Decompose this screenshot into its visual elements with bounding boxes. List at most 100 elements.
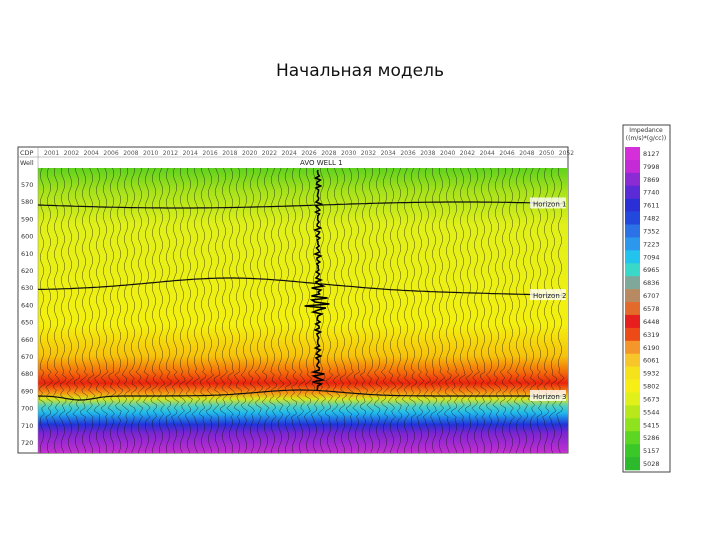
trace bbox=[143, 167, 151, 454]
cdp-label: 2024 bbox=[282, 150, 297, 157]
trace bbox=[416, 167, 425, 454]
cdp-label: 2038 bbox=[420, 150, 435, 157]
colorbar-swatch bbox=[625, 340, 640, 355]
trace bbox=[205, 167, 215, 454]
impedance-section bbox=[38, 168, 568, 453]
colorbar-swatch bbox=[625, 431, 640, 445]
colorbar-label: 5932 bbox=[643, 370, 660, 378]
trace bbox=[373, 167, 382, 454]
trace bbox=[226, 167, 236, 454]
cdp-label: 2001 bbox=[44, 150, 59, 157]
trace bbox=[107, 167, 117, 454]
cdp-label: 2052 bbox=[559, 150, 574, 157]
colorbar-label: 6965 bbox=[643, 266, 660, 274]
colorbar-swatch bbox=[625, 353, 640, 367]
row-label: CDP bbox=[20, 149, 34, 157]
trace bbox=[450, 167, 460, 454]
trace bbox=[430, 167, 439, 454]
colorbar-swatch bbox=[625, 405, 640, 419]
seismic-traces bbox=[38, 167, 565, 454]
time-label: 640 bbox=[21, 301, 33, 309]
trace bbox=[45, 167, 54, 454]
cdp-label: 2022 bbox=[262, 150, 277, 157]
trace bbox=[58, 167, 67, 454]
colorbar-swatch bbox=[625, 418, 640, 432]
time-label: 580 bbox=[21, 198, 33, 206]
time-label: 630 bbox=[21, 284, 33, 292]
horizon-tag bbox=[530, 289, 566, 301]
trace bbox=[219, 167, 229, 454]
trace bbox=[317, 167, 326, 454]
time-label: 670 bbox=[21, 353, 33, 361]
time-label: 620 bbox=[21, 267, 33, 275]
colorbar: Impedance((m/s)*(g/cc)) 8127 7998 7869 7740 7… bbox=[625, 127, 666, 471]
horizon-lines: Horizon 1 Horizon 2 Horizon 3 bbox=[37, 197, 566, 401]
trace bbox=[338, 167, 347, 453]
horizon-line bbox=[37, 389, 566, 401]
cdp-label: 2044 bbox=[480, 150, 495, 157]
cdp-label: 2048 bbox=[519, 150, 534, 157]
trace bbox=[100, 167, 110, 454]
trace bbox=[409, 167, 417, 454]
trace bbox=[359, 167, 369, 454]
trace bbox=[485, 167, 495, 454]
trace bbox=[387, 167, 397, 454]
trace bbox=[506, 167, 516, 454]
colorbar-swatch bbox=[625, 250, 640, 264]
colorbar-swatch bbox=[625, 224, 640, 238]
colorbar-label: 8127 bbox=[643, 150, 660, 158]
colorbar-swatch bbox=[625, 289, 640, 303]
trace bbox=[331, 167, 341, 454]
trace bbox=[165, 167, 172, 454]
time-label: 590 bbox=[21, 215, 33, 223]
trace bbox=[296, 167, 306, 454]
cdp-label: 2010 bbox=[143, 150, 158, 157]
colorbar-label: 5157 bbox=[643, 447, 660, 455]
colorbar-label: 6448 bbox=[643, 318, 660, 326]
trace bbox=[548, 167, 557, 454]
trace bbox=[247, 167, 257, 454]
well-log-curve bbox=[304, 169, 330, 391]
trace bbox=[79, 167, 89, 454]
trace bbox=[269, 167, 277, 454]
cdp-label: 2016 bbox=[202, 150, 217, 157]
cdp-label: 2042 bbox=[460, 150, 475, 157]
trace bbox=[345, 167, 355, 454]
colorbar-swatch bbox=[625, 302, 640, 316]
trace bbox=[72, 167, 82, 454]
well-log bbox=[304, 169, 330, 391]
colorbar-label: 7611 bbox=[643, 202, 660, 210]
colorbar-label: 6707 bbox=[643, 292, 660, 300]
colorbar-label: 7998 bbox=[643, 163, 660, 171]
colorbar-label: 5544 bbox=[643, 408, 660, 416]
colorbar-swatch bbox=[625, 314, 640, 329]
time-label: 700 bbox=[21, 405, 33, 413]
trace bbox=[275, 167, 285, 453]
colorbar-label: 5802 bbox=[643, 383, 660, 391]
cdp-label: 2030 bbox=[341, 150, 356, 157]
trace bbox=[457, 167, 467, 454]
cdp-label: 2036 bbox=[400, 150, 415, 157]
trace bbox=[499, 167, 509, 454]
trace bbox=[535, 167, 544, 454]
horizon-label: Horizon 3 bbox=[533, 393, 566, 401]
cdp-label: 2032 bbox=[361, 150, 376, 157]
cdp-label: 2028 bbox=[321, 150, 336, 157]
trace bbox=[150, 167, 159, 453]
horizon-label: Horizon 1 bbox=[533, 200, 566, 208]
colorbar-label: 7740 bbox=[643, 189, 660, 197]
trace bbox=[191, 167, 201, 454]
trace bbox=[233, 167, 242, 454]
time-label: 660 bbox=[21, 336, 33, 344]
trace bbox=[520, 167, 530, 454]
cdp-label: 2050 bbox=[539, 150, 554, 157]
trace bbox=[443, 167, 452, 454]
trace bbox=[212, 167, 222, 453]
slide-title: Начальная модель bbox=[276, 61, 444, 81]
cdp-label: 2012 bbox=[163, 150, 178, 157]
colorbar-swatch bbox=[625, 185, 640, 199]
trace bbox=[290, 167, 299, 454]
colorbar-swatch bbox=[625, 327, 640, 342]
cdp-label: 2026 bbox=[301, 150, 316, 157]
